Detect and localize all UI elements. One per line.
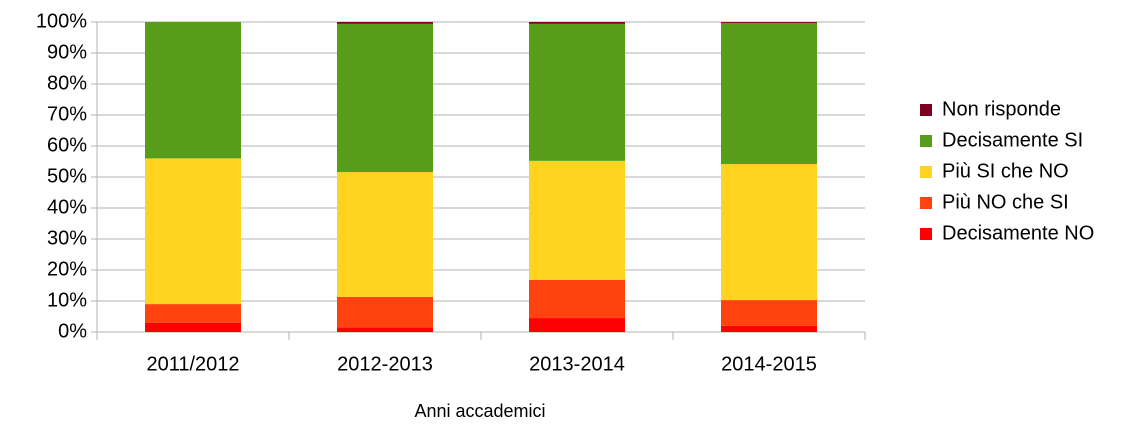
bar-segment: [337, 23, 433, 173]
bar-segment: [721, 22, 817, 23]
y-tick-label: 60%: [47, 134, 87, 156]
y-tick-label: 90%: [47, 41, 87, 63]
legend-label: Decisamente NO: [942, 222, 1094, 244]
x-tick-label: 2012-2013: [337, 353, 433, 375]
legend-label: Più NO che SI: [942, 191, 1069, 213]
x-tick-label: 2014-2015: [721, 353, 817, 375]
y-tick-label: 50%: [47, 165, 87, 187]
y-tick-label: 0%: [58, 320, 87, 342]
bar-segment: [529, 23, 625, 161]
bar-segment: [145, 158, 241, 305]
legend-label: Più SI che NO: [942, 160, 1069, 182]
legend-swatch: [920, 166, 932, 178]
y-tick-label: 70%: [47, 103, 87, 125]
legend-swatch: [920, 197, 932, 209]
bar-segment: [529, 318, 625, 332]
bar-segment: [145, 22, 241, 159]
bar-segment: [529, 279, 625, 319]
bar-segment: [721, 300, 817, 326]
x-tick-label: 2011/2012: [146, 353, 239, 375]
bar-segment: [337, 172, 433, 297]
y-tick-label: 10%: [47, 289, 87, 311]
bar-segment: [721, 22, 817, 164]
y-tick-label: 100%: [36, 10, 87, 32]
bar-segment: [145, 304, 241, 323]
legend-label: Decisamente SI: [942, 129, 1083, 151]
y-tick-label: 80%: [47, 72, 87, 94]
y-tick-label: 30%: [47, 227, 87, 249]
y-tick-label: 40%: [47, 196, 87, 218]
legend-label: Non risponde: [942, 98, 1061, 120]
x-axis-title: Anni accademici: [414, 401, 545, 421]
y-tick-label: 20%: [47, 258, 87, 280]
legend-swatch: [920, 135, 932, 147]
bar-segment: [721, 163, 817, 301]
bar-segment: [337, 296, 433, 328]
legend-swatch: [920, 228, 932, 240]
bar-segment: [337, 22, 433, 24]
bar-segment: [145, 322, 241, 332]
legend-swatch: [920, 104, 932, 116]
x-tick-label: 2013-2014: [529, 353, 625, 375]
bar-segment: [337, 327, 433, 332]
bar-segment: [529, 160, 625, 280]
bar-segment: [721, 325, 817, 332]
bar-segment: [529, 22, 625, 24]
